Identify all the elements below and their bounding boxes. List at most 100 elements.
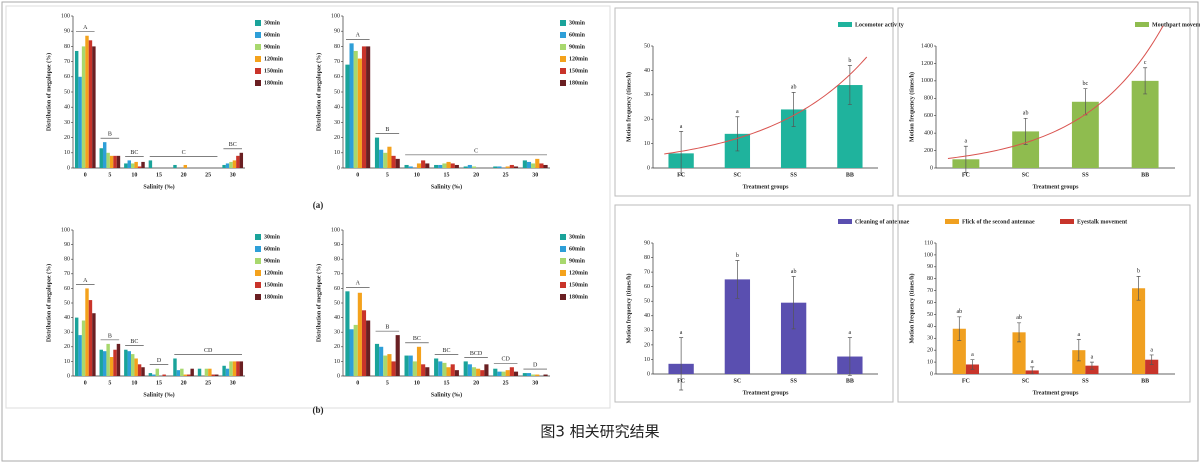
bar: [148, 160, 153, 168]
y-tick-label: 100: [61, 13, 70, 19]
y-tick-label: 400: [924, 131, 933, 137]
legend-swatch: [255, 294, 261, 300]
legend-swatch: [560, 44, 566, 50]
y-tick-label: 40: [334, 105, 340, 111]
bar: [379, 346, 384, 376]
x-tick-label: FC: [962, 172, 970, 178]
y-tick-label: 40: [927, 324, 933, 330]
y-tick-label: 30: [334, 120, 340, 126]
x-tick-label: 0: [84, 172, 87, 178]
legend-swatch: [255, 234, 261, 240]
legend-label: Locomotor activity: [855, 22, 904, 28]
bar: [85, 288, 89, 376]
annotation: C: [474, 148, 478, 154]
bar: [127, 160, 131, 168]
significance-letter: b: [1137, 269, 1140, 275]
y-tick-label: 1000: [921, 78, 933, 84]
x-tick-label: 0: [356, 380, 359, 386]
bar: [180, 368, 184, 376]
bar: [113, 155, 117, 168]
legend-swatch: [255, 20, 261, 26]
bar: [425, 163, 430, 168]
bar: [229, 161, 233, 168]
y-tick-label: 90: [334, 242, 340, 248]
x-tick-label: 20: [473, 380, 479, 386]
x-tick-label: 0: [356, 172, 359, 178]
legend-swatch: [560, 282, 566, 288]
y-tick-label: 70: [334, 271, 340, 277]
bar: [484, 364, 489, 376]
y-tick-label: 60: [64, 74, 70, 80]
legend-label: 90min: [569, 258, 586, 264]
x-tick-label: 10: [131, 172, 137, 178]
bar: [446, 367, 451, 376]
y-tick-label: 20: [64, 135, 70, 141]
x-tick-label: SS: [1082, 378, 1089, 384]
bar: [450, 163, 455, 168]
x-tick-label: 10: [414, 380, 420, 386]
significance-letter: a: [965, 139, 968, 145]
bar: [102, 351, 107, 376]
bar: [531, 374, 536, 376]
legend-label: 150min: [264, 68, 284, 74]
bar: [102, 142, 107, 168]
y-tick-label: 20: [644, 117, 650, 123]
annotation: B: [108, 333, 112, 339]
y-tick-label: 0: [647, 165, 650, 171]
bar: [438, 164, 443, 168]
y-tick-label: 80: [644, 255, 650, 261]
x-tick-label: BB: [1141, 378, 1149, 384]
bar: [395, 335, 400, 376]
y-tick-label: 0: [930, 371, 933, 377]
bar: [78, 76, 82, 168]
bar: [99, 349, 103, 376]
bar: [509, 164, 514, 168]
error-bar: [679, 131, 684, 176]
annotation: CD: [501, 357, 510, 363]
y-tick-label: 600: [924, 113, 933, 119]
bar: [526, 161, 532, 168]
bar: [535, 158, 540, 168]
error-bar: [963, 145, 968, 173]
y-tick-label: 50: [64, 300, 70, 306]
legend-swatch: [560, 246, 566, 252]
bar: [81, 320, 86, 376]
bar: [349, 43, 354, 168]
x-tick-label: 15: [444, 380, 450, 386]
bar: [454, 370, 459, 376]
bar: [78, 335, 82, 376]
bar: [239, 152, 244, 168]
bar: [345, 291, 350, 376]
y-tick-label: 70: [644, 269, 650, 275]
legend-label: 30min: [264, 234, 281, 240]
bar: [173, 358, 177, 376]
y-tick-label: 0: [337, 165, 340, 171]
y-tick-label: 60: [927, 300, 933, 306]
annotation: BCD: [470, 351, 483, 357]
y-tick-label: 60: [334, 286, 340, 292]
y-tick-label: 60: [64, 286, 70, 292]
bar: [236, 361, 240, 376]
x-tick-label: 30: [532, 380, 538, 386]
annotation: D: [533, 362, 538, 368]
x-tick-label: SS: [1082, 172, 1089, 178]
legend-label: 60min: [569, 32, 586, 38]
legend-swatch: [838, 219, 852, 224]
bar: [416, 163, 422, 168]
legend-label: Eyestalk movement: [1077, 219, 1127, 225]
annotation: D: [157, 358, 162, 364]
bar: [116, 155, 121, 168]
bar: [391, 155, 396, 168]
bar: [361, 310, 367, 376]
bar: [395, 158, 400, 168]
bar: [387, 354, 392, 376]
significance-letter: a: [1091, 354, 1094, 360]
y-tick-label: 30: [644, 92, 650, 98]
y-tick-label: 80: [64, 44, 70, 50]
x-tick-label: 30: [230, 172, 236, 178]
legend-label: 180min: [569, 294, 589, 300]
bar: [383, 355, 388, 376]
bar: [229, 361, 233, 376]
bar: [1131, 80, 1159, 168]
annotation: CD: [204, 348, 213, 354]
